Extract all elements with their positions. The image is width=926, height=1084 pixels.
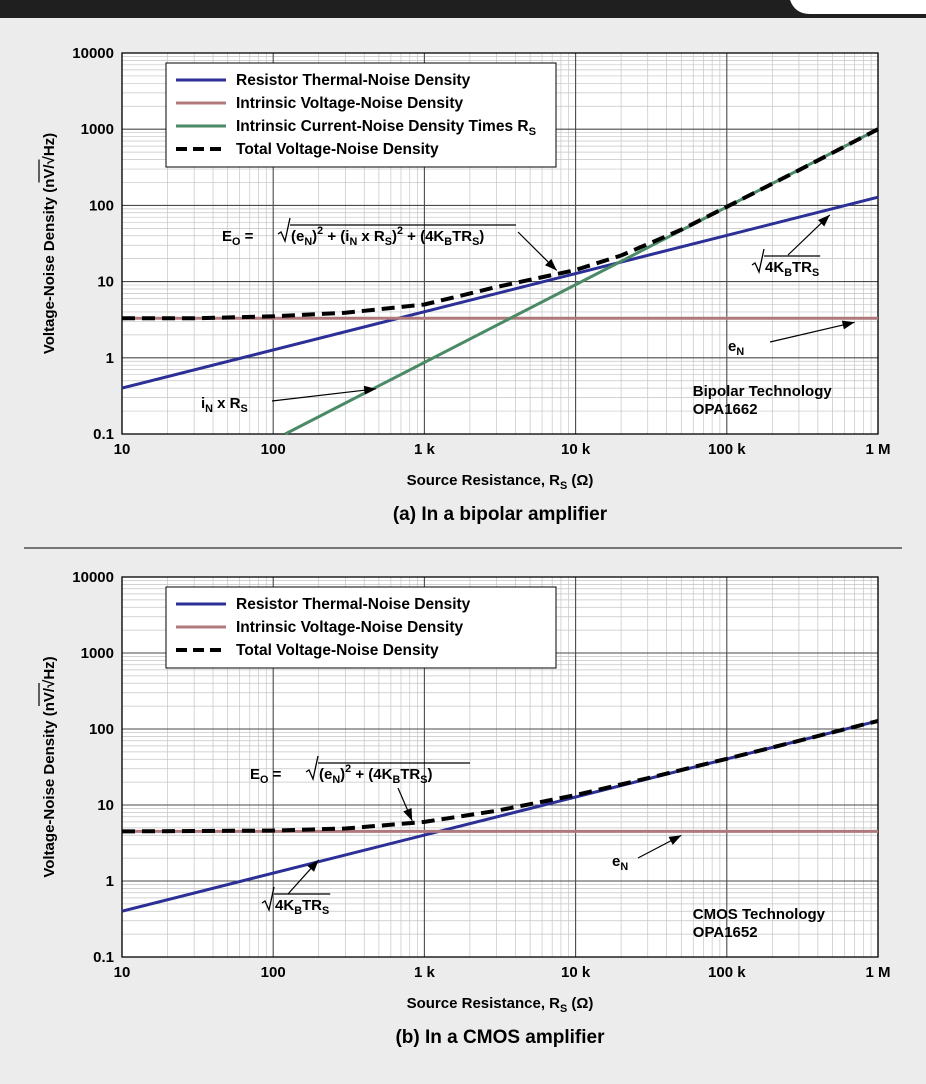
plot-frame xyxy=(121,576,879,958)
legend-box xyxy=(165,586,557,669)
legend-label: Intrinsic Voltage-Noise Density xyxy=(236,95,463,112)
header-bar-dark xyxy=(0,0,926,18)
technology-label: CMOS Technology xyxy=(693,906,826,923)
y-tick-label: 0.1 xyxy=(93,426,114,443)
legend-label: Intrinsic Voltage-Noise Density xyxy=(236,619,463,636)
technology-label: OPA1662 xyxy=(693,401,758,418)
thermal-label-b: 4KBTRS xyxy=(261,886,331,917)
thermal-label-a-radicand: 4KBTRS xyxy=(765,259,819,279)
total-formula-annotation: EO = (eN)2 + (iN x RS)2 + (4KBTRS) xyxy=(222,217,516,248)
formula-radicand: (eN)2 + (iN x RS)2 + (4KBTRS) xyxy=(291,225,484,248)
x-axis-title: Source Resistance, RS (Ω) xyxy=(407,472,594,492)
y-tick-label: 1 xyxy=(106,873,114,890)
legend-label: Total Voltage-Noise Density xyxy=(236,141,439,158)
thermal-arrow-a-head xyxy=(818,214,830,227)
x-tick-label: 100 xyxy=(261,964,286,981)
y-tick-label: 100 xyxy=(89,197,114,214)
y-axis-title: Voltage-Noise Density (nV/√Hz) xyxy=(38,133,58,354)
en-arrow-a xyxy=(769,320,855,343)
x-tick-label: 1 k xyxy=(414,441,436,458)
y-tick-label: 10 xyxy=(97,274,114,291)
y-axis-title-text: Voltage-Noise Density (nV/√Hz) xyxy=(41,133,58,354)
thermal-label-a-sign xyxy=(751,248,765,275)
legend-box xyxy=(165,62,557,168)
thermal-label-a: 4KBTRS xyxy=(751,248,821,279)
chart-bipolar: 10 100 1 k 10 k 100 k 1 M 0.1 1 10 100 1000 10000 Re… xyxy=(38,45,891,525)
y-axis-title: Voltage-Noise Density (nV/√Hz) xyxy=(38,656,58,878)
total-formula-arrow-head xyxy=(403,807,413,821)
y-tick-label: 0.1 xyxy=(93,949,114,966)
chart-cmos: 10 100 1 k 10 k 100 k 1 M 0.1 1 10 100 1000 10000 Re… xyxy=(38,569,891,1048)
technology-label: Bipolar Technology xyxy=(693,383,833,400)
current-arrow-shaft xyxy=(271,388,377,402)
en-label-b: eN xyxy=(612,853,628,873)
technology-label: OPA1652 xyxy=(693,924,758,941)
en-arrow-a-head xyxy=(841,320,855,330)
formula-lhs: EO = xyxy=(222,228,254,248)
y-tick-label: 1000 xyxy=(81,645,114,662)
legend-label: Total Voltage-Noise Density xyxy=(236,642,439,659)
x-tick-label: 100 xyxy=(261,441,286,458)
x-tick-label: 10 xyxy=(114,441,131,458)
thermal-arrow-b-head xyxy=(307,859,319,872)
en-arrow-b xyxy=(637,834,682,859)
x-tick-label: 100 k xyxy=(708,441,746,458)
x-tick-label: 10 k xyxy=(561,964,591,981)
x-tick-label: 1 M xyxy=(865,441,890,458)
thermal-label-b-radicand: 4KBTRS xyxy=(275,897,329,917)
x-axis-title: Source Resistance, RS (Ω) xyxy=(407,995,594,1015)
legend-label: Resistor Thermal-Noise Density xyxy=(236,72,471,89)
legend-label: Intrinsic Current-Noise Density Times RS xyxy=(236,118,536,138)
series-line-total xyxy=(121,718,879,834)
chart-caption: (a) In a bipolar amplifier xyxy=(393,504,608,525)
thermal-label-b-sign xyxy=(261,886,275,913)
header-bar-tab xyxy=(790,0,926,14)
y-tick-label: 10 xyxy=(97,797,114,814)
x-tick-label: 100 k xyxy=(708,964,746,981)
legend: Resistor Thermal-Noise Density Intrinsic … xyxy=(165,586,557,669)
current-label: iN x RS xyxy=(201,395,248,415)
formula-radical-sign xyxy=(305,755,319,782)
x-tick-label: 10 xyxy=(114,964,131,981)
total-formula-arrow-head xyxy=(545,258,557,271)
y-tick-label: 100 xyxy=(89,721,114,738)
y-tick-label: 10000 xyxy=(72,569,114,586)
thermal-arrow-b xyxy=(287,859,320,895)
formula-radical-sign xyxy=(277,217,291,244)
total-formula-arrow xyxy=(517,231,558,271)
series-line-thermal xyxy=(121,195,879,390)
y-tick-label: 10000 xyxy=(72,45,114,62)
legend-label: Resistor Thermal-Noise Density xyxy=(236,596,471,613)
total-formula-arrow xyxy=(397,787,413,822)
y-axis-title-text: Voltage-Noise Density (nV/√Hz) xyxy=(41,656,58,877)
x-tick-label: 1 k xyxy=(414,964,436,981)
header-bar xyxy=(0,0,926,18)
series-line-thermal xyxy=(121,719,879,913)
y-tick-label: 1 xyxy=(106,350,114,367)
current-arrow-head xyxy=(363,385,377,395)
en-label-a: eN xyxy=(728,338,744,358)
en-arrow-b-head xyxy=(668,835,682,845)
current-arrow xyxy=(271,385,377,402)
x-tick-label: 10 k xyxy=(561,441,591,458)
thermal-arrow-a xyxy=(787,214,831,256)
plot-frame xyxy=(121,52,879,435)
formula-lhs: EO = xyxy=(250,766,282,786)
total-formula-annotation: EO = (eN)2 + (4KBTRS) xyxy=(250,755,470,786)
chart-caption: (b) In a CMOS amplifier xyxy=(395,1027,605,1048)
en-arrow-a-shaft xyxy=(769,321,855,343)
x-tick-label: 1 M xyxy=(865,964,890,981)
formula-radicand: (eN)2 + (4KBTRS) xyxy=(319,763,432,786)
legend: Resistor Thermal-Noise Density Intrinsic … xyxy=(165,62,557,168)
y-tick-label: 1000 xyxy=(81,121,114,138)
